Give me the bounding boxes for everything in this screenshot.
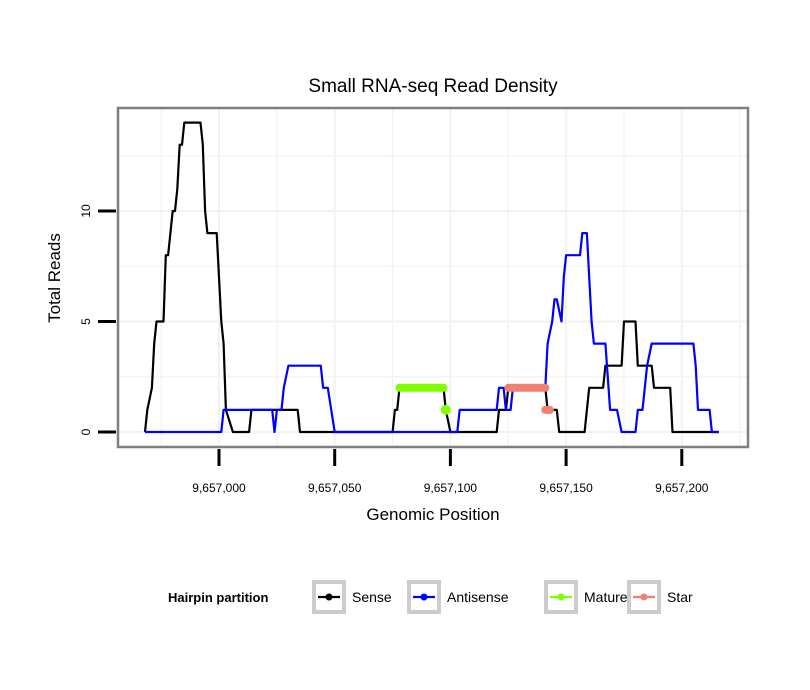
- y-axis: 0 5 10: [79, 204, 116, 435]
- y-tick-label: 0: [79, 428, 93, 435]
- legend-item-star: Star: [627, 580, 693, 614]
- legend-item-mature: Mature: [544, 580, 628, 614]
- legend: Hairpin partition Sense Antisense Mature St…: [168, 580, 693, 614]
- legend-key-point: [420, 593, 428, 601]
- x-axis: 9,657,000 9,657,050 9,657,100 9,657,150 9,65…: [192, 449, 709, 495]
- antisense-series-line: [145, 232, 719, 434]
- y-tick-label: 5: [79, 318, 93, 325]
- y-axis-title: Total Reads: [45, 233, 64, 323]
- legend-item-antisense: Antisense: [407, 580, 509, 614]
- gridlines: [118, 108, 748, 447]
- legend-label: Mature: [584, 589, 628, 605]
- x-tick-label: 9,657,100: [424, 481, 478, 495]
- y-tick-label: 10: [79, 204, 93, 218]
- x-tick-label: 9,657,000: [192, 481, 246, 495]
- x-axis-title: Genomic Position: [366, 505, 499, 524]
- legend-label: Star: [667, 589, 693, 605]
- x-tick-label: 9,657,050: [308, 481, 362, 495]
- legend-key-point: [325, 593, 333, 601]
- legend-key-point: [557, 593, 565, 601]
- x-tick-label: 9,657,150: [539, 481, 593, 495]
- panel-border: [116, 106, 750, 449]
- legend-title: Hairpin partition: [168, 590, 268, 605]
- plot-panel: [116, 106, 750, 449]
- legend-key-point: [640, 593, 648, 601]
- legend-label: Antisense: [447, 589, 509, 605]
- x-tick-label: 9,657,200: [655, 481, 709, 495]
- panel-background: [118, 108, 748, 447]
- chart-title: Small RNA-seq Read Density: [308, 76, 558, 97]
- legend-item-sense: Sense: [312, 580, 392, 614]
- legend-label: Sense: [352, 589, 392, 605]
- series-layer: [143, 121, 719, 434]
- mature-series-point: [440, 404, 451, 415]
